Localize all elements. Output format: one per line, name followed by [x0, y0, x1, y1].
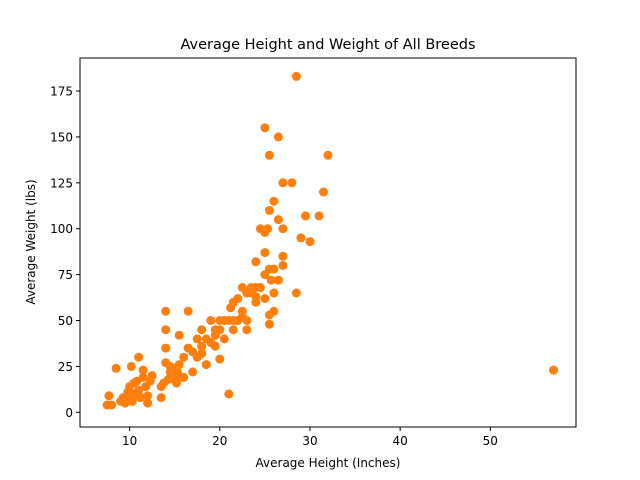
- x-tick-label: 50: [483, 434, 498, 448]
- y-axis-ticks: 0 25 50 75 100 125 150 175: [50, 85, 80, 420]
- data-point: [263, 224, 273, 234]
- data-point: [269, 288, 279, 298]
- data-point: [228, 325, 238, 335]
- y-tick-label: 150: [50, 130, 73, 144]
- data-point: [201, 360, 211, 370]
- data-point: [233, 294, 243, 303]
- data-point: [215, 354, 225, 364]
- data-point: [138, 365, 148, 375]
- y-tick-label: 125: [50, 176, 73, 190]
- data-point: [161, 325, 171, 335]
- data-point: [251, 257, 261, 267]
- data-point: [172, 378, 181, 388]
- data-point: [174, 330, 184, 340]
- y-tick-label: 100: [50, 222, 73, 236]
- data-point: [143, 391, 153, 401]
- data-point: [314, 211, 324, 221]
- data-point: [156, 393, 166, 403]
- data-point: [210, 341, 220, 351]
- plot-frame: [79, 57, 577, 428]
- data-point: [264, 150, 274, 160]
- data-point: [251, 297, 261, 307]
- data-point: [242, 325, 252, 335]
- data-point: [269, 196, 279, 206]
- data-point: [278, 224, 288, 234]
- data-point: [134, 352, 144, 362]
- data-point: [266, 275, 276, 285]
- data-point: [206, 316, 216, 325]
- data-point: [192, 334, 202, 344]
- x-tick-label: 30: [302, 434, 317, 448]
- data-point: [273, 132, 283, 142]
- data-point: [126, 361, 136, 371]
- y-tick-label: 50: [58, 314, 73, 328]
- data-point: [242, 316, 252, 325]
- data-point: [183, 306, 193, 316]
- data-point: [549, 365, 558, 375]
- data-point: [188, 367, 198, 377]
- x-axis-label: Average Height (Inches): [256, 456, 401, 470]
- y-tick-label: 0: [65, 406, 73, 420]
- data-point: [269, 306, 279, 316]
- data-point: [147, 371, 157, 381]
- data-point: [179, 352, 189, 362]
- data-point: [174, 360, 184, 370]
- data-point: [224, 389, 234, 399]
- data-point: [291, 71, 301, 81]
- data-point: [107, 400, 117, 410]
- y-tick-label: 75: [58, 268, 73, 282]
- data-point: [296, 233, 306, 243]
- x-tick-label: 10: [122, 434, 137, 448]
- y-tick-label: 175: [50, 85, 73, 99]
- data-point: [111, 363, 121, 373]
- chart-title: Average Height and Weight of All Breeds: [180, 37, 475, 53]
- data-point: [278, 178, 288, 188]
- data-point: [260, 123, 270, 133]
- data-point: [319, 187, 328, 197]
- data-point: [161, 306, 171, 316]
- data-point: [273, 215, 283, 225]
- data-point: [135, 393, 145, 403]
- data-point: [179, 372, 189, 382]
- data-point: [255, 283, 265, 292]
- x-tick-label: 20: [212, 434, 227, 448]
- x-axis-ticks: 10 20 30 40 50: [122, 427, 498, 448]
- data-point: [269, 264, 279, 274]
- data-point: [323, 150, 333, 160]
- data-point: [215, 325, 225, 335]
- data-point: [197, 341, 207, 351]
- data-point: [161, 343, 171, 353]
- data-points: [102, 71, 558, 410]
- data-point: [104, 391, 114, 401]
- data-point: [197, 325, 207, 335]
- data-point: [278, 251, 288, 261]
- data-point: [134, 385, 144, 395]
- data-point: [264, 205, 274, 215]
- data-point: [197, 349, 207, 359]
- data-point: [273, 275, 283, 285]
- data-point: [138, 372, 148, 382]
- x-tick-label: 40: [393, 434, 408, 448]
- data-point: [305, 237, 315, 247]
- data-point: [287, 178, 297, 188]
- data-point: [278, 260, 288, 270]
- data-point: [291, 288, 301, 298]
- data-point: [301, 211, 310, 221]
- data-point: [264, 319, 274, 329]
- y-axis-label: Average Weight (lbs): [24, 179, 38, 304]
- data-point: [260, 248, 270, 258]
- data-point: [143, 398, 153, 408]
- data-point: [260, 294, 270, 303]
- data-point: [127, 396, 137, 406]
- y-tick-label: 25: [58, 360, 73, 374]
- data-point: [219, 334, 229, 344]
